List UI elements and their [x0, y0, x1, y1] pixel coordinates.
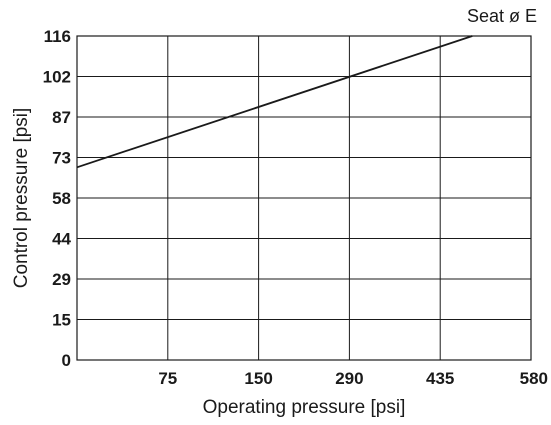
series-line	[76, 35, 473, 169]
y-tick-label: 102	[43, 68, 71, 87]
y-tick-label: 15	[52, 311, 71, 330]
y-tick-label: 116	[44, 27, 71, 46]
y-tick-label: 58	[52, 189, 71, 208]
grid-lines	[77, 36, 531, 360]
series-label: Seat ø E	[467, 6, 537, 26]
x-tick-label: 290	[335, 369, 363, 388]
series-group: Seat ø E	[76, 6, 537, 169]
x-tick-labels: 75 150 290 435 580	[158, 369, 548, 388]
x-tick-label: 435	[426, 369, 454, 388]
x-axis-title: Operating pressure [psi]	[203, 397, 406, 418]
x-tick-label: 580	[520, 369, 548, 388]
y-tick-label: 73	[52, 149, 71, 168]
y-tick-label: 87	[52, 108, 71, 127]
y-tick-label: 29	[52, 270, 71, 289]
y-tick-label: 44	[52, 230, 71, 249]
y-tick-label: 0	[62, 351, 71, 370]
x-tick-label: 150	[244, 369, 272, 388]
plot-frame	[76, 35, 532, 361]
y-tick-labels: 0 15 29 44 58 73 87 102 116	[43, 27, 72, 370]
y-axis-title: Control pressure [psi]	[11, 108, 32, 289]
x-tick-label: 75	[158, 369, 177, 388]
